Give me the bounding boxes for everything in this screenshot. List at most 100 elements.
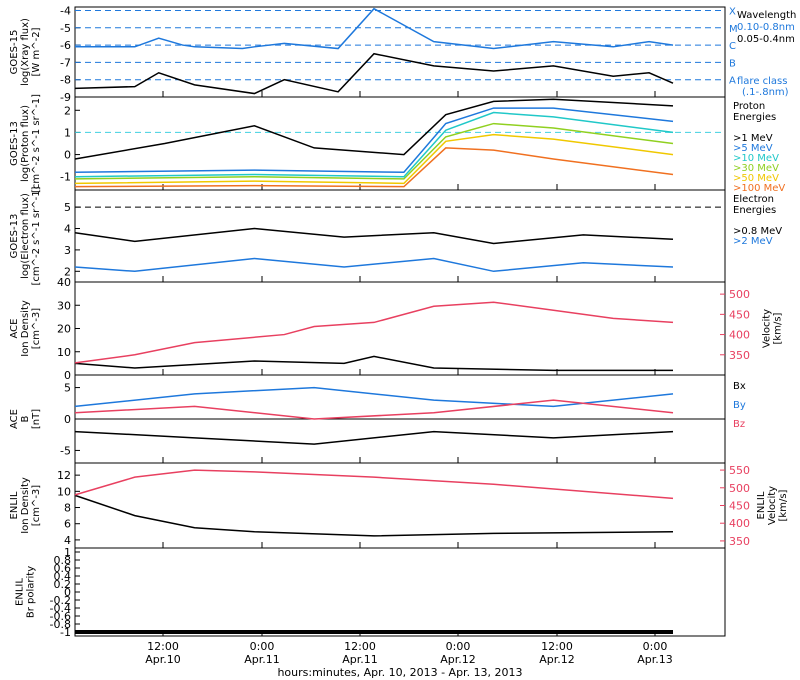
y-tick-label: 0 (64, 413, 71, 426)
legend-entry: >10 MeV (733, 153, 779, 164)
series-line (74, 133, 674, 185)
x-tick-sublabel: Apr.10 (145, 653, 181, 666)
legend-entry: (.1-.8nm) (742, 87, 789, 98)
y-tick-label: -4 (60, 4, 71, 17)
y-tick-label: -5 (60, 22, 71, 35)
y-tick-label: -5 (60, 444, 71, 457)
panel-1: -9 -8 -7 -6 -5 -4 GOES-15log(Xray flux)[W m^-2… (9, 4, 796, 104)
y-tick-label: 6 (64, 518, 71, 531)
y2-tick-label: 350 (729, 535, 750, 548)
x-tick-label: 12:00 (541, 640, 573, 653)
y-axis-label: GOES-13log(Proton flux)[cm^-2 s^-1 sr^-1… (9, 94, 42, 193)
x-tick-label: 0:00 (446, 640, 471, 653)
series-line (74, 111, 674, 178)
legend-title: Electron (733, 194, 774, 205)
y-tick-label: 30 (57, 299, 71, 312)
flare-class-label: C (729, 41, 736, 52)
legend-entry: >1 MeV (733, 133, 773, 144)
y-axis-label: GOES-15log(Xray flux)[W m^-2] (9, 18, 42, 86)
y2-tick-label: 400 (729, 517, 750, 530)
y-axis-label: ACEIon Density[cm^-3] (9, 300, 42, 357)
panel-2: -1 0 1 2 GOES-13log(Proton flux)[cm^-2 s^-1 … (9, 94, 785, 194)
x-tick-label: 0:00 (250, 640, 275, 653)
y-tick-label: 0.2 (54, 578, 72, 591)
series-line (74, 98, 674, 160)
x-tick-sublabel: Apr.12 (440, 653, 476, 666)
panel-frame (74, 547, 726, 637)
y-tick-label: 0 (64, 149, 71, 162)
x-tick-sublabel: Apr.12 (539, 653, 575, 666)
x-tick-sublabel: Apr.11 (342, 653, 378, 666)
y-tick-label: 12 (57, 469, 71, 482)
y-tick-label: 0.4 (54, 570, 72, 583)
flare-class-label: B (729, 58, 736, 69)
panel-5: -5 0 5 ACEB[nT] Bx By Bz (9, 374, 746, 464)
legend-entry: Bx (733, 381, 746, 392)
y-tick-label: 1 (64, 126, 71, 139)
y-tick-label: -8 (60, 74, 71, 87)
y-tick-label: -1 (60, 171, 71, 184)
legend-entry: flare class (737, 76, 787, 87)
series-line (74, 107, 674, 174)
y-tick-label: 5 (64, 201, 71, 214)
legend-title: Energies (733, 205, 776, 216)
series-line (74, 399, 674, 420)
y-tick-label: 0.6 (54, 562, 72, 575)
x-tick-label: 0:00 (643, 640, 668, 653)
legend-entry: By (733, 400, 746, 411)
y-tick-label: 0 (64, 369, 71, 382)
y2-axis-label: ENLILVelocity[km/s] (756, 486, 789, 525)
series-line (74, 257, 674, 273)
y2-tick-label: 450 (729, 500, 750, 513)
flare-class-label: X (729, 6, 736, 17)
series-line (74, 494, 674, 537)
y2-tick-label: 400 (729, 329, 750, 342)
y2-axis-label: Velocity[km/s] (762, 309, 784, 348)
x-tick-label: 12:00 (344, 640, 376, 653)
y2-tick-label: 550 (729, 464, 750, 477)
y-tick-label: -9 (60, 91, 71, 104)
y-tick-label: 1 (64, 546, 71, 559)
panel-6: 4 6 8 10 12 ENLILIon Density[cm^-3] 350 400 450 5… (9, 462, 789, 549)
series-line (74, 147, 674, 188)
legend-entry: >100 MeV (733, 183, 785, 194)
legend-entry: >30 MeV (733, 163, 779, 174)
flare-class-label: M (729, 24, 738, 35)
panel-3: 2 3 4 5 GOES-13log(Electron flux)[cm^-2 s^-1… (9, 186, 782, 285)
y-tick-label: 5 (64, 382, 71, 395)
y-tick-label: 8 (64, 502, 71, 515)
legend-title: Wavelength (737, 10, 796, 21)
series-line (74, 301, 674, 364)
y-tick-label: 4 (64, 223, 71, 236)
series-line (74, 469, 674, 500)
series-line (74, 386, 674, 408)
series-line (74, 227, 674, 245)
y-tick-label: 40 (57, 276, 71, 289)
y-tick-label: 3 (64, 244, 71, 257)
y-tick-label: 20 (57, 323, 71, 336)
flare-class-label: A (729, 76, 736, 87)
y2-tick-label: 350 (729, 349, 750, 362)
y2-tick-label: 450 (729, 308, 750, 321)
series-line (75, 7, 674, 50)
series-line (74, 122, 674, 180)
legend-entry: >5 MeV (733, 143, 773, 154)
y-tick-label: 10 (57, 485, 71, 498)
y-tick-label: 0.8 (54, 554, 72, 567)
y-tick-label: 0 (64, 586, 71, 599)
y-axis-label: GOES-13log(Electron flux)[cm^-2 s^-1 sr^… (9, 186, 42, 285)
legend-title: Energies (733, 112, 776, 123)
y-tick-label: 2 (64, 104, 71, 117)
y-axis-label: ENLILBr polarity (15, 566, 37, 618)
y-axis-label: ENLILIon Density[cm^-3] (9, 477, 42, 534)
legend-entry: >2 MeV (733, 236, 773, 247)
y-tick-label: 4 (64, 534, 71, 547)
y2-tick-label: 500 (729, 482, 750, 495)
y-axis-label: ACEB[nT] (9, 409, 42, 429)
y-tick-label: 2 (64, 265, 71, 278)
y-tick-label: -0.2 (50, 594, 71, 607)
x-tick-label: 12:00 (147, 640, 179, 653)
x-axis-label: hours:minutes, Apr. 10, 2013 - Apr. 13, … (277, 666, 522, 679)
x-tick-sublabel: Apr.13 (637, 653, 673, 666)
